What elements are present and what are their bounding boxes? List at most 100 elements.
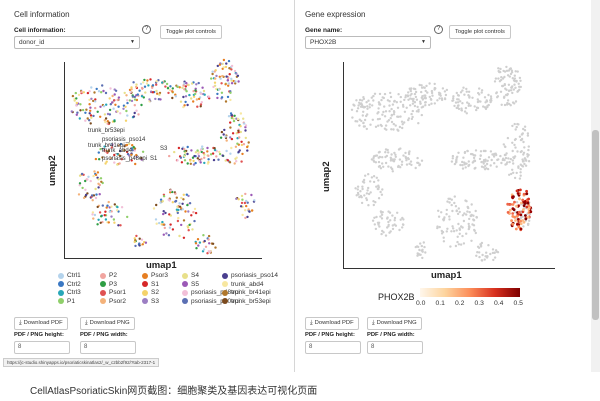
colorbar-title: PHOX2B bbox=[378, 292, 415, 302]
height-label: PDF / PNG height: bbox=[14, 332, 64, 338]
legend-swatch bbox=[222, 272, 228, 279]
colorbar-ticks: 0.0 0.1 0.2 0.3 0.4 0.5 bbox=[416, 300, 526, 310]
legend-swatch bbox=[58, 298, 64, 304]
x-axis bbox=[64, 258, 262, 259]
cluster-label: trunk_abd4 bbox=[102, 148, 133, 154]
legend-swatch bbox=[182, 281, 188, 287]
legend-label: Ctrl2 bbox=[67, 280, 81, 288]
x-axis-label: umap1 bbox=[431, 270, 462, 281]
legend-swatch bbox=[222, 289, 228, 296]
legend-label: trunk_abd4 bbox=[231, 280, 264, 288]
download-pdf-button[interactable]: ⤓ Download PDF bbox=[14, 317, 68, 330]
legend-label: S1 bbox=[151, 280, 159, 288]
legend-label: trunk_br41epi bbox=[231, 289, 271, 296]
download-png-button[interactable]: ⤓ Download PNG bbox=[80, 317, 135, 330]
colorbar bbox=[420, 288, 520, 297]
gene-name-select[interactable]: PHOX2B ▼ bbox=[305, 36, 431, 49]
legend-item: P2 bbox=[100, 272, 117, 279]
legend-label: Ctrl1 bbox=[67, 272, 81, 279]
height-label: PDF / PNG height: bbox=[305, 332, 355, 338]
legend-swatch bbox=[100, 281, 106, 287]
legend-item: S1 bbox=[142, 281, 159, 288]
x-axis-label: umap1 bbox=[146, 260, 177, 271]
cluster-label: psoriasis_p48epi bbox=[102, 156, 147, 162]
legend-item: S3 bbox=[142, 298, 159, 305]
cluster-label: trunk_br41epi bbox=[88, 143, 125, 149]
legend-item: trunk_br53epi bbox=[222, 298, 271, 305]
download-icon: ⤓ bbox=[372, 320, 375, 326]
legend-swatch bbox=[58, 281, 64, 287]
legend-item: trunk_abd4 bbox=[222, 281, 264, 288]
gene-expression-panel: Gene expression Gene name: ? PHOX2B ▼ To… bbox=[297, 0, 600, 372]
help-icon[interactable]: ? bbox=[434, 25, 443, 34]
legend-label: S3 bbox=[151, 297, 159, 305]
app-screen: Cell information Cell information: ? don… bbox=[0, 0, 600, 372]
y-axis bbox=[343, 62, 344, 268]
legend-item: P3 bbox=[100, 281, 117, 288]
height-input[interactable]: 8 bbox=[305, 341, 361, 354]
legend-label: Psor1 bbox=[109, 289, 126, 296]
colorbar-tick-label: 0.2 bbox=[455, 300, 465, 307]
colorbar-tick-label: 0.5 bbox=[513, 300, 523, 307]
legend-swatch bbox=[142, 281, 148, 287]
legend-swatch bbox=[58, 272, 64, 279]
vertical-scrollbar[interactable] bbox=[591, 0, 600, 372]
legend-item: trunk_br41epi bbox=[222, 289, 271, 296]
download-png-label: Download PNG bbox=[89, 320, 130, 326]
legend-swatch bbox=[142, 298, 148, 304]
field-label: Cell information: bbox=[14, 27, 66, 34]
legend-label: Psor3 bbox=[151, 272, 168, 279]
legend-label: trunk_br53epi bbox=[231, 297, 271, 305]
y-axis-label: umap2 bbox=[47, 155, 58, 186]
chevron-down-icon: ▼ bbox=[130, 39, 135, 45]
legend-item: psoriasis_p40epi bbox=[182, 298, 240, 305]
width-input[interactable]: 8 bbox=[80, 341, 136, 354]
y-axis bbox=[64, 62, 65, 258]
legend-item: S2 bbox=[142, 289, 159, 296]
download-icon: ⤓ bbox=[85, 320, 88, 326]
legend-item: S4 bbox=[182, 272, 199, 279]
legend-item: P1 bbox=[58, 298, 75, 305]
height-input[interactable]: 8 bbox=[14, 341, 70, 354]
legend-label: psoriasis_p48epi bbox=[191, 289, 240, 296]
cluster-label: S1 bbox=[150, 156, 158, 162]
width-input[interactable]: 8 bbox=[367, 341, 423, 354]
download-pdf-label: Download PDF bbox=[314, 320, 354, 326]
legend-swatch bbox=[100, 298, 106, 304]
cluster-label: trunk_br53epi bbox=[88, 128, 125, 134]
colorbar-tick-label: 0.3 bbox=[474, 300, 484, 307]
colorbar-tick-label: 0.1 bbox=[435, 300, 445, 307]
legend-item: Ctrl1 bbox=[58, 272, 81, 279]
width-label: PDF / PNG width: bbox=[80, 332, 128, 338]
legend-label: S2 bbox=[151, 289, 159, 296]
select-value: donor_id bbox=[19, 39, 45, 46]
help-icon[interactable]: ? bbox=[142, 25, 151, 34]
x-axis bbox=[343, 268, 555, 269]
colorbar-tick-label: 0.4 bbox=[494, 300, 504, 307]
plot-legend: Ctrl1 Ctrl2 Ctrl3 P1 P2 P3 Psor1 Psor2 Psor3 S1 S2… bbox=[58, 272, 293, 314]
legend-swatch bbox=[222, 298, 228, 304]
download-pdf-button[interactable]: ⤓ Download PDF bbox=[305, 317, 359, 330]
status-bar-url: https://jc-studio.shinyapps.io/psoriatic… bbox=[3, 358, 160, 367]
legend-label: psoriasis_p40epi bbox=[191, 297, 240, 305]
cluster-scatter: trunk_br53epi psoriasis_pso14trunk_br41ep… bbox=[70, 58, 256, 255]
cell-information-panel: Cell information Cell information: ? don… bbox=[0, 0, 295, 372]
cluster-label: psoriasis_pso14 bbox=[102, 137, 146, 143]
toggle-plot-controls-button[interactable]: Toggle plot controls bbox=[160, 25, 222, 39]
toggle-plot-controls-button[interactable]: Toggle plot controls bbox=[449, 25, 511, 39]
scrollbar-thumb[interactable] bbox=[592, 130, 599, 320]
chevron-down-icon: ▼ bbox=[421, 39, 426, 45]
section-title: Gene expression bbox=[305, 10, 366, 19]
download-pdf-label: Download PDF bbox=[23, 320, 63, 326]
legend-item: Psor3 bbox=[142, 272, 168, 279]
legend-label: P2 bbox=[109, 272, 117, 279]
download-png-button[interactable]: ⤓ Download PNG bbox=[367, 317, 422, 330]
field-label: Gene name: bbox=[305, 27, 343, 34]
cluster-label: S3 bbox=[160, 146, 168, 152]
expression-scatter bbox=[350, 65, 533, 262]
y-axis-label: umap2 bbox=[321, 161, 332, 192]
legend-item: Psor1 bbox=[100, 289, 126, 296]
legend-label: Psor2 bbox=[109, 297, 126, 305]
legend-swatch bbox=[182, 289, 188, 296]
cell-info-select[interactable]: donor_id ▼ bbox=[14, 36, 140, 49]
